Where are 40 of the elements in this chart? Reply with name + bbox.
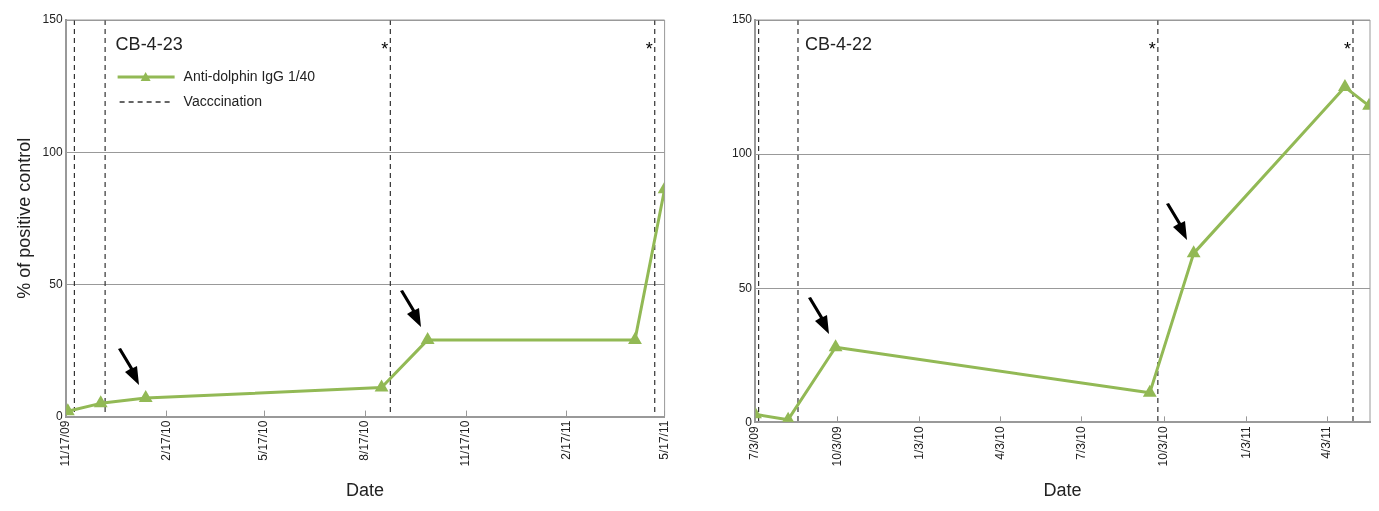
y-tick-label: 150 [731, 12, 753, 27]
ref-line-label: * [1148, 38, 1156, 59]
x-tick-label: 11/17/09 [57, 420, 72, 467]
point [829, 340, 842, 352]
x-tick-label: 8/17/10 [357, 420, 372, 461]
ref-line-label: * [381, 38, 389, 59]
y-tick-label: 100 [42, 144, 63, 159]
ref-line-label: * [1343, 38, 1351, 59]
legend-label: Anti-dolphin IgG 1/40 [183, 67, 316, 84]
x-tick-label: 4/3/10 [992, 426, 1007, 460]
ref-line-label: * [645, 38, 653, 59]
y-tick-label: 0 [55, 408, 63, 423]
y-tick-label: 100 [731, 146, 753, 161]
y-tick-label: 150 [42, 12, 63, 27]
point [629, 333, 641, 344]
x-axis-title: Date [1043, 480, 1082, 501]
x-tick-label: 5/17/11 [656, 420, 671, 460]
x-tick-label: 10/3/10 [1156, 426, 1171, 467]
annotation: Vacccination [183, 92, 262, 109]
point [94, 396, 107, 408]
point [1187, 246, 1200, 258]
x-tick-label: 5/17/10 [256, 420, 271, 461]
y-axis-title: % of positive control [13, 137, 34, 299]
x-axis-title: Date [346, 480, 385, 501]
text: CB-4-22 [805, 33, 873, 54]
x-tick-label: 11/17/10 [458, 420, 473, 467]
x-tick-label: 4/3/11 [1319, 426, 1334, 459]
point [1339, 80, 1351, 92]
x-tick-label: 1/3/10 [912, 426, 927, 460]
x-tick-label: 2/17/11 [559, 420, 574, 460]
point [421, 333, 434, 344]
x-tick-label: 7/3/10 [1074, 426, 1089, 460]
text: CB-4-23 [115, 33, 183, 54]
x-tick-label: 2/17/10 [158, 420, 173, 461]
x-tick-label: 1/3/11 [1238, 426, 1253, 459]
x-tick-label: 10/3/09 [829, 426, 844, 467]
point [139, 391, 152, 403]
x-tick-label: 7/3/09 [747, 426, 762, 460]
y-tick-label: 50 [738, 280, 753, 295]
y-tick-label: 50 [49, 276, 63, 291]
